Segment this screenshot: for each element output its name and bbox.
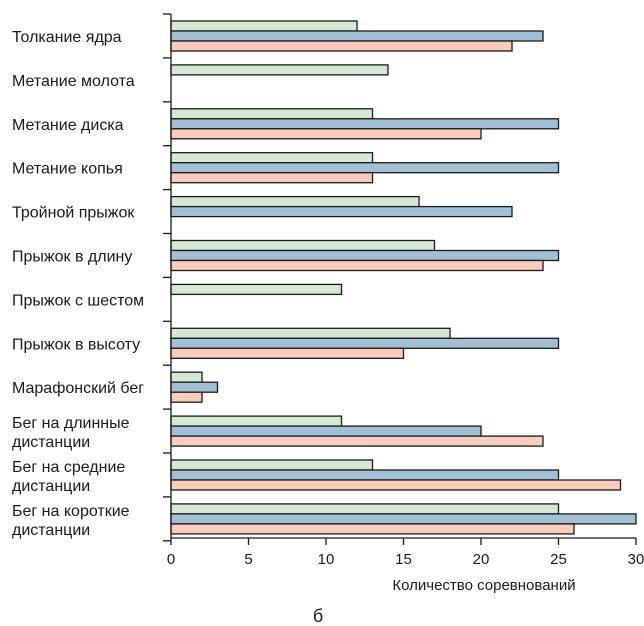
category-label: Бег на средние дистанции — [12, 459, 125, 495]
x-axis-title: Количество соревнований — [392, 577, 575, 594]
bar-8-series-3 — [170, 347, 405, 359]
x-tick-label: 20 — [473, 551, 490, 568]
bar-8-series-2 — [170, 337, 560, 349]
bar-10-series-2 — [170, 425, 482, 437]
bar-6-series-2 — [170, 249, 560, 262]
category-label: Метание молота — [12, 73, 135, 90]
bar-12-series-2 — [170, 513, 637, 525]
category-label: Толкание ядра — [12, 29, 122, 46]
bar-9-series-1 — [170, 371, 203, 383]
bar-10-series-3 — [170, 435, 544, 447]
bar-12-series-1 — [170, 503, 560, 515]
category-label: Бег на короткие дистанции — [12, 503, 130, 539]
x-tick-label: 25 — [550, 551, 567, 568]
bar-3-series-1 — [170, 108, 374, 120]
bar-10-series-1 — [170, 415, 343, 427]
bar-4-series-3 — [170, 172, 374, 184]
category-label: Марафонский бег — [12, 380, 144, 397]
bar-1-series-1 — [170, 20, 358, 32]
bar-3-series-2 — [170, 118, 560, 130]
category-label: Метание диска — [12, 117, 124, 134]
category-label: Прыжок в высоту — [12, 336, 140, 353]
bar-4-series-2 — [170, 162, 560, 174]
x-tick-label: 15 — [395, 551, 412, 568]
category-label: Бег на длинные дистанции — [12, 415, 130, 451]
category-label: Тройной прыжок — [12, 205, 135, 222]
bar-1-series-2 — [170, 30, 544, 42]
x-tick-label: 10 — [318, 551, 335, 568]
bar-9-series-3 — [170, 391, 203, 403]
bar-11-series-1 — [170, 459, 374, 471]
bar-6-series-3 — [170, 259, 544, 272]
bar-11-series-2 — [170, 469, 560, 481]
x-tick-label: 0 — [167, 551, 175, 568]
bar-11-series-3 — [170, 479, 622, 491]
bar-12-series-3 — [170, 523, 575, 535]
bar-5-series-2 — [170, 205, 513, 218]
bar-4-series-1 — [170, 152, 374, 164]
category-label: Прыжок с шестом — [12, 292, 144, 309]
bar-8-series-1 — [170, 327, 451, 339]
bars-group — [170, 20, 637, 535]
category-label: Метание копья — [12, 161, 123, 178]
category-label: Прыжок в длину — [12, 249, 132, 266]
x-tick-label: 5 — [244, 551, 252, 568]
category-labels: Толкание ядра Метание молота Метание диска… — [12, 29, 144, 539]
x-tick-label: 30 — [628, 551, 644, 568]
axes-group: 0 5 10 15 20 25 30 — [163, 13, 644, 568]
bar-7-series-1 — [170, 283, 343, 296]
figure-label: б — [313, 606, 323, 626]
bar-1-series-3 — [170, 40, 513, 52]
bar-2-series-1 — [170, 64, 389, 76]
bar-3-series-3 — [170, 128, 482, 140]
bar-6-series-1 — [170, 239, 436, 252]
bar-9-series-2 — [170, 381, 219, 393]
bar-5-series-1 — [170, 195, 420, 208]
